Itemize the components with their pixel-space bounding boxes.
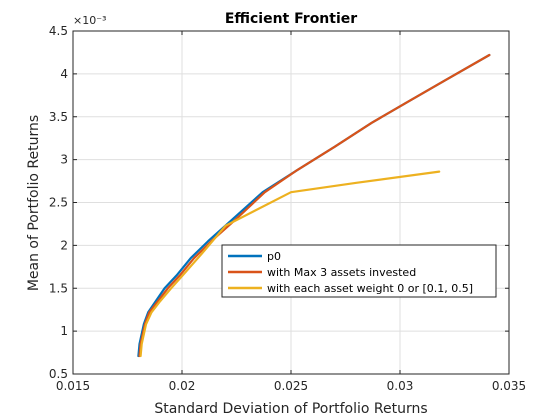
- y-tick-label: 2: [60, 238, 68, 252]
- legend-entry-2: with each asset weight 0 or [0.1, 0.5]: [267, 282, 473, 295]
- x-tick-label: 0.02: [169, 379, 196, 393]
- series-line-2: [139, 170, 441, 358]
- legend-entry-0: p0: [267, 250, 281, 263]
- series-group: [137, 53, 491, 358]
- x-tick-label: 0.025: [274, 379, 308, 393]
- y-tick-label: 4: [60, 67, 68, 81]
- legend-entry-1: with Max 3 assets invested: [267, 266, 416, 279]
- x-tick-label: 0.03: [387, 379, 414, 393]
- y-tick-label: 1.5: [49, 281, 68, 295]
- y-tick-label: 0.5: [49, 367, 68, 381]
- y-axis-label: Mean of Portfolio Returns: [26, 115, 42, 291]
- chart-title: Efficient Frontier: [225, 11, 357, 27]
- legend-box: [221, 244, 497, 298]
- ticks: 0.015 0.02 0.025 0.03 0.035 0.5 1 1.5 2 2.5 3 3.5 4 4…: [49, 24, 526, 393]
- y-tick-label: 4.5: [49, 24, 68, 38]
- y-axis-exponent-label: ×10⁻³: [73, 14, 106, 27]
- y-tick-label: 1: [60, 324, 68, 338]
- y-tick-label: 3.5: [49, 110, 68, 124]
- x-tick-label: 0.035: [492, 379, 526, 393]
- legend: p0 with Max 3 assets invested with each as…: [221, 244, 497, 298]
- x-tick-label: 0.015: [56, 379, 90, 393]
- x-axis-label: Standard Deviation of Portfolio Returns: [154, 401, 427, 417]
- y-tick-label: 2.5: [49, 196, 68, 210]
- y-tick-label: 3: [60, 153, 68, 167]
